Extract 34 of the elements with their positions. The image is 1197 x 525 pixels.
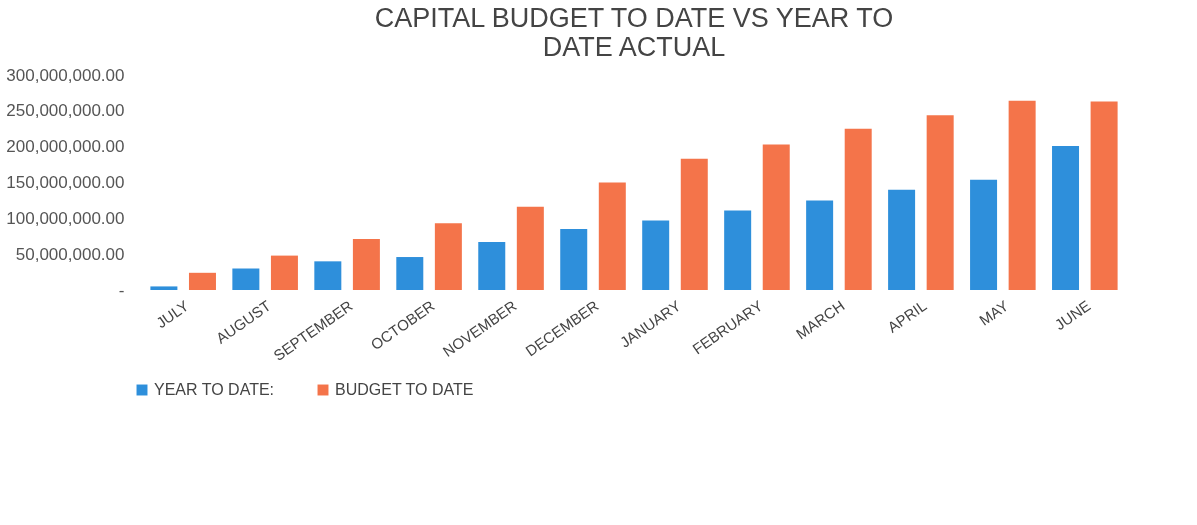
bar <box>724 210 752 290</box>
bar <box>270 255 298 290</box>
chart-title: CAPITAL BUDGET TO DATE VS YEAR TO DATE ACTUAL <box>374 3 894 62</box>
bar <box>970 179 998 290</box>
bar <box>516 206 544 290</box>
bar <box>1052 145 1080 290</box>
y-tick-label: 100,000,000.00 <box>6 208 125 228</box>
bar <box>560 229 588 290</box>
bar <box>844 128 872 290</box>
y-tick-label: 150,000,000.00 <box>6 173 125 192</box>
bar <box>888 189 916 290</box>
bar <box>434 223 462 290</box>
bar <box>1008 100 1036 290</box>
bar <box>396 257 424 290</box>
y-tick-label: - <box>118 280 125 300</box>
legend-label: BUDGET TO DATE <box>335 381 474 398</box>
bar <box>926 115 954 290</box>
bar <box>188 272 216 290</box>
bar <box>762 144 790 290</box>
bar <box>352 239 380 290</box>
bar <box>150 286 178 290</box>
bar <box>642 220 670 290</box>
bar <box>806 200 834 290</box>
y-tick-label: 250,000,000.00 <box>6 101 125 121</box>
bar <box>478 241 506 290</box>
legend-label: YEAR TO DATE: <box>154 381 275 398</box>
bar <box>314 261 342 290</box>
bar <box>598 182 626 290</box>
y-tick-label: 50,000,000.00 <box>15 244 125 264</box>
y-tick-label: 200,000,000.00 <box>6 137 125 157</box>
y-tick-label: 300,000,000.00 <box>6 65 125 85</box>
bar <box>1090 101 1118 290</box>
bar <box>232 268 260 290</box>
bar <box>680 158 708 290</box>
